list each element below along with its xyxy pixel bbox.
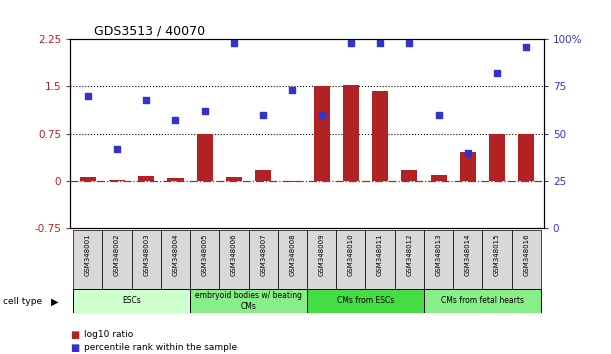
Text: GSM348011: GSM348011	[377, 234, 383, 276]
Bar	[80, 177, 96, 181]
Bar	[401, 170, 417, 181]
Bar	[167, 178, 183, 181]
Text: cell type: cell type	[3, 297, 42, 306]
Bar	[483, 230, 511, 289]
Point	[170, 118, 180, 123]
Bar	[365, 230, 395, 289]
Point	[463, 150, 473, 155]
Bar	[73, 289, 190, 313]
Point	[288, 87, 298, 93]
Bar	[278, 230, 307, 289]
Bar	[307, 230, 336, 289]
Text: GSM348012: GSM348012	[406, 234, 412, 276]
Bar	[459, 152, 476, 181]
Bar	[395, 230, 424, 289]
Text: GSM348002: GSM348002	[114, 234, 120, 276]
Text: GDS3513 / 40070: GDS3513 / 40070	[94, 25, 205, 38]
Bar	[313, 86, 330, 181]
Bar	[190, 230, 219, 289]
Text: ■: ■	[70, 343, 79, 353]
Bar	[161, 230, 190, 289]
Bar	[73, 230, 103, 289]
Bar	[518, 134, 534, 181]
Text: GSM348006: GSM348006	[231, 234, 237, 276]
Bar	[424, 230, 453, 289]
Point	[229, 40, 239, 46]
Text: GSM348015: GSM348015	[494, 234, 500, 276]
Text: GSM348008: GSM348008	[290, 234, 295, 276]
Text: GSM348007: GSM348007	[260, 234, 266, 276]
Bar	[249, 230, 278, 289]
Text: GSM348009: GSM348009	[319, 234, 324, 276]
Text: GSM348016: GSM348016	[523, 234, 529, 276]
Point	[346, 40, 356, 46]
Bar	[453, 230, 483, 289]
Bar	[131, 230, 161, 289]
Point	[112, 146, 122, 152]
Point	[492, 70, 502, 76]
Point	[141, 97, 151, 102]
Bar	[424, 289, 541, 313]
Bar	[431, 175, 447, 181]
Point	[521, 44, 531, 49]
Bar	[197, 134, 213, 181]
Bar	[190, 289, 307, 313]
Point	[316, 112, 326, 118]
Text: CMs from ESCs: CMs from ESCs	[337, 296, 394, 306]
Text: percentile rank within the sample: percentile rank within the sample	[84, 343, 238, 352]
Bar	[343, 85, 359, 181]
Bar	[138, 176, 155, 181]
Bar	[489, 134, 505, 181]
Point	[375, 40, 385, 46]
Point	[83, 93, 93, 99]
Point	[258, 112, 268, 118]
Bar	[109, 180, 125, 181]
Text: GSM348004: GSM348004	[172, 234, 178, 276]
Point	[200, 108, 210, 114]
Bar	[372, 91, 388, 181]
Text: ■: ■	[70, 330, 79, 339]
Bar	[284, 181, 301, 182]
Text: GSM348005: GSM348005	[202, 234, 208, 276]
Bar	[336, 230, 365, 289]
Text: GSM348014: GSM348014	[465, 234, 471, 276]
Bar	[511, 230, 541, 289]
Point	[404, 40, 414, 46]
Text: CMs from fetal hearts: CMs from fetal hearts	[441, 296, 524, 306]
Text: ESCs: ESCs	[122, 296, 141, 306]
Bar	[307, 289, 424, 313]
Bar	[103, 230, 131, 289]
Text: log10 ratio: log10 ratio	[84, 330, 134, 339]
Text: embryoid bodies w/ beating
CMs: embryoid bodies w/ beating CMs	[195, 291, 302, 310]
Bar	[226, 177, 242, 181]
Text: ▶: ▶	[51, 297, 58, 307]
Bar	[219, 230, 249, 289]
Text: GSM348001: GSM348001	[85, 234, 91, 276]
Point	[434, 112, 444, 118]
Text: GSM348003: GSM348003	[143, 234, 149, 276]
Text: GSM348013: GSM348013	[436, 234, 442, 276]
Bar	[255, 170, 271, 181]
Text: GSM348010: GSM348010	[348, 234, 354, 276]
